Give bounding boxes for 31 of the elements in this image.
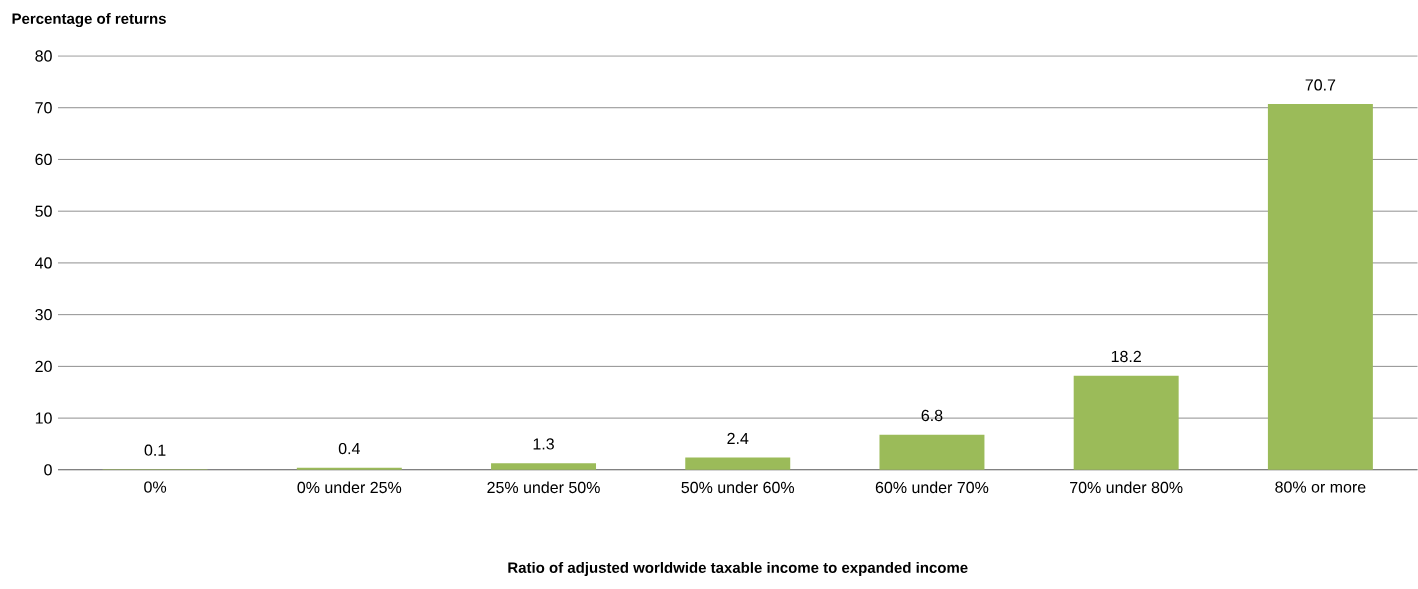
y-tick-label: 0 [44, 464, 52, 476]
y-tick-label: 10 [35, 412, 52, 424]
x-tick-label: 80% or more [1275, 481, 1366, 493]
data-label: 1.3 [533, 438, 554, 450]
bar [491, 463, 597, 470]
x-axis-title: Ratio of adjusted worldwide taxable income to expanded income [508, 562, 968, 577]
x-tick-label: 25% under 50% [487, 481, 600, 494]
data-label: 18.2 [1111, 350, 1141, 363]
x-tick-label: 0% [144, 481, 167, 493]
y-tick-label: 60 [35, 153, 52, 166]
data-label: 2.4 [727, 432, 749, 444]
y-tick-label: 30 [35, 309, 52, 321]
y-axis-title: Percentage of returns [12, 13, 166, 28]
bar [879, 434, 985, 470]
y-tick-label: 20 [35, 360, 52, 373]
x-tick-label: 70% under 80% [1070, 481, 1183, 494]
y-tick-label: 80 [35, 50, 52, 62]
bar [1073, 375, 1179, 470]
x-tick-label: 50% under 60% [681, 481, 795, 494]
y-tick-label: 70 [35, 102, 52, 114]
x-tick-label: 0% under 25% [297, 481, 402, 494]
data-label: 0.4 [338, 443, 360, 455]
y-tick-label: 50 [35, 205, 52, 217]
y-tick-label: 40 [35, 257, 52, 269]
x-tick-label: 60% under 70% [875, 481, 989, 494]
bar [685, 457, 791, 470]
bar [296, 467, 402, 470]
bar [1267, 104, 1373, 470]
data-label: 70.7 [1305, 79, 1336, 91]
data-label: 6.8 [921, 409, 943, 422]
data-label: 0.1 [144, 444, 166, 456]
